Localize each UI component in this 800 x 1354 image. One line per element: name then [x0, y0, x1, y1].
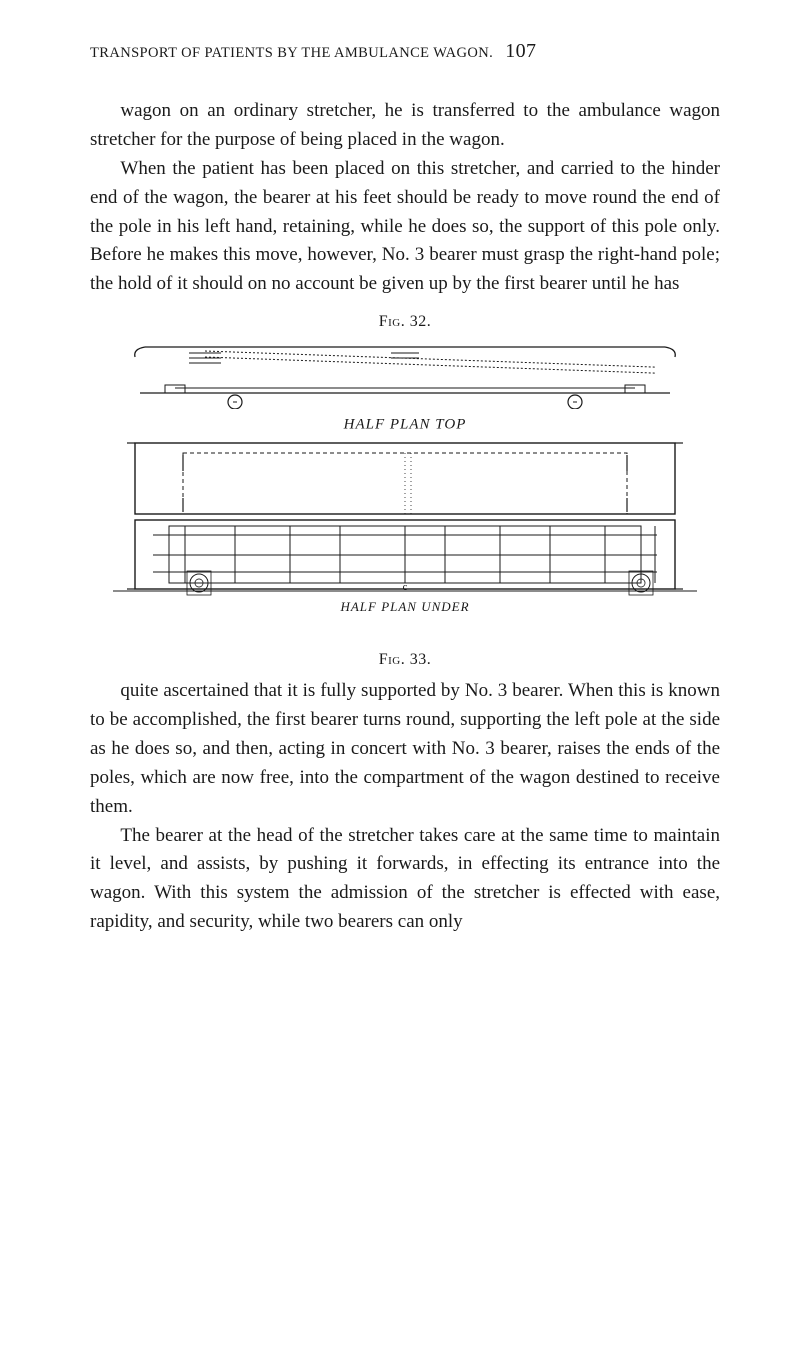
figure-32 [90, 339, 720, 409]
fig-33-svg: HALF PLAN TOP c HALF PLAN UNDER [105, 417, 705, 637]
figure-33: HALF PLAN TOP c HALF PLAN UNDER [90, 417, 720, 637]
fig-33-label: Fig. 33. [90, 651, 720, 669]
fig-32-label: Fig. 32. [90, 313, 720, 331]
svg-text:HALF PLAN TOP: HALF PLAN TOP [343, 417, 467, 433]
page-number: 107 [505, 40, 536, 62]
body-text-block-1: wagon on an ordinary stretcher, he is tr… [90, 97, 720, 299]
running-head-text: TRANSPORT OF PATIENTS BY THE AMBULANCE W… [90, 45, 493, 61]
page: TRANSPORT OF PATIENTS BY THE AMBULANCE W… [0, 0, 800, 1354]
svg-text:HALF PLAN UNDER: HALF PLAN UNDER [339, 599, 469, 614]
fig-32-svg [125, 339, 685, 409]
paragraph-2: When the patient has been placed on this… [90, 155, 720, 299]
paragraph-3: quite ascertained that it is fully suppo… [90, 677, 720, 821]
svg-text:c: c [403, 582, 408, 593]
paragraph-1: wagon on an ordinary stretcher, he is tr… [90, 97, 720, 155]
running-head: TRANSPORT OF PATIENTS BY THE AMBULANCE W… [90, 40, 720, 63]
paragraph-4: The bearer at the head of the stretcher … [90, 822, 720, 938]
body-text-block-2: quite ascertained that it is fully suppo… [90, 677, 720, 937]
